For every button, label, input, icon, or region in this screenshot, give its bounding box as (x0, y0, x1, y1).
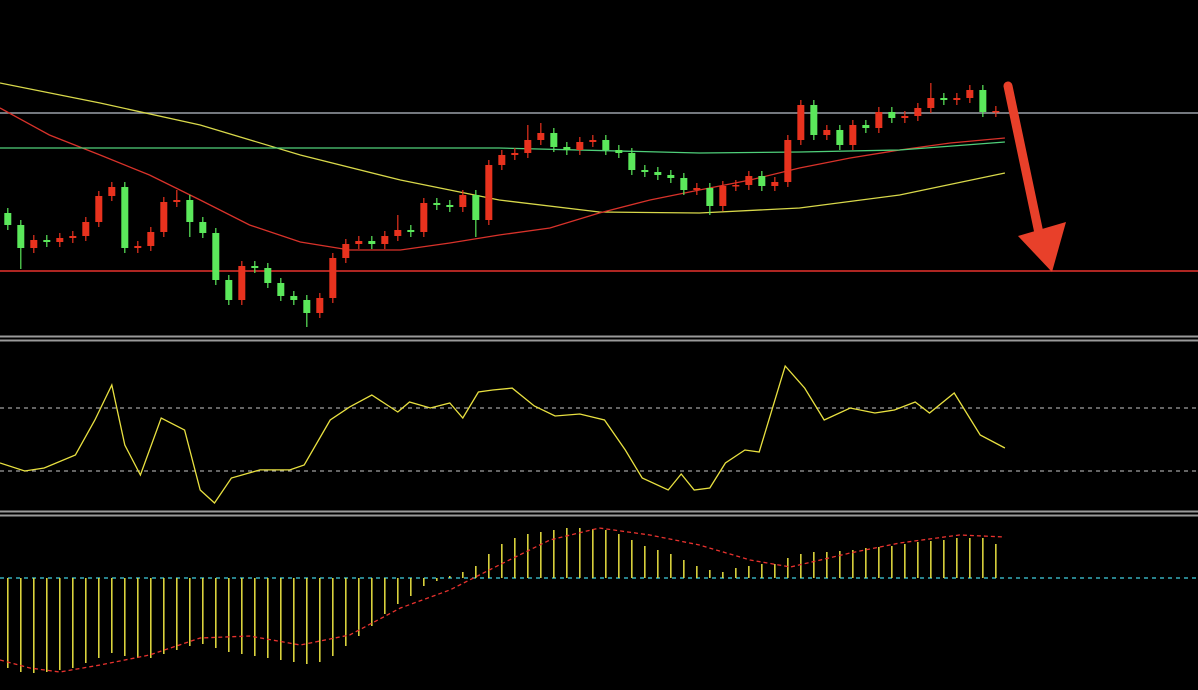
candle-body (498, 155, 506, 165)
candle-body (914, 108, 922, 116)
candle-body (355, 241, 363, 244)
candle-body (368, 241, 376, 244)
candle-body (17, 225, 25, 248)
candle-body (108, 187, 116, 196)
candle-body (485, 165, 493, 220)
candle-body (56, 238, 64, 242)
candle-body (446, 205, 454, 207)
candle-body (901, 116, 909, 118)
candle-body (173, 200, 181, 202)
candle-body (4, 213, 12, 225)
moving-average (0, 141, 1005, 154)
candle-body (160, 202, 168, 232)
candle-body (641, 170, 649, 172)
candle-body (225, 280, 233, 300)
candle-body (667, 175, 675, 178)
candle-body (927, 98, 935, 108)
candle-body (277, 283, 285, 296)
candle-body (524, 140, 532, 153)
candle-body (407, 230, 415, 232)
candle-body (628, 153, 636, 170)
oscillator-line (0, 364, 1006, 504)
arrow-shaft (1003, 81, 1045, 243)
candle-body (810, 105, 818, 135)
candle-body (589, 140, 597, 142)
candle-body (82, 222, 90, 236)
candle-body (511, 153, 519, 155)
candle-body (940, 98, 948, 100)
candle-body (238, 266, 246, 300)
candle-body (251, 266, 259, 268)
arrow-head (1018, 222, 1066, 272)
candle-body (121, 187, 129, 248)
candle-body (953, 98, 961, 100)
candle-body (849, 125, 857, 145)
candle-body (147, 232, 155, 246)
candle-body (43, 240, 51, 242)
candle-body (732, 185, 740, 187)
candle-body (745, 176, 753, 185)
candle-body (979, 90, 987, 112)
candle-body (823, 130, 831, 135)
candle-body (186, 200, 194, 222)
candle-body (199, 222, 207, 233)
candle-body (576, 142, 584, 150)
candle-body (134, 246, 142, 248)
candle-body (433, 203, 441, 205)
moving-average (0, 82, 1006, 214)
candle-body (758, 176, 766, 186)
candle-body (836, 130, 844, 145)
candle-body (30, 240, 38, 248)
signal-line (0, 527, 1005, 673)
candle-body (615, 150, 623, 153)
candle-body (888, 112, 896, 118)
candle-body (992, 111, 1000, 113)
candle-body (680, 178, 688, 190)
moving-average (0, 107, 1005, 251)
candle-body (394, 230, 402, 236)
candle-body (69, 236, 77, 238)
candle-body (693, 188, 701, 190)
candle-body (654, 172, 662, 175)
candle-body (303, 300, 311, 313)
candle-body (875, 112, 883, 128)
candle-body (797, 105, 805, 140)
candle-body (316, 298, 324, 313)
plot-layer (0, 82, 1198, 673)
candle-body (290, 296, 298, 300)
candle-body (459, 195, 467, 207)
candle-body (342, 244, 350, 258)
candle-body (719, 186, 727, 206)
candle-body (420, 203, 428, 232)
candle-body (550, 133, 558, 147)
annotation-arrow (1003, 81, 1066, 272)
candle-body (602, 140, 610, 150)
candle-body (381, 236, 389, 244)
candle-body (706, 188, 714, 206)
candle-body (329, 258, 337, 298)
candle-body (784, 140, 792, 182)
candle-body (264, 268, 272, 283)
candle-body (537, 133, 545, 140)
candle-body (966, 90, 974, 98)
candle-body (95, 196, 103, 222)
candle-body (771, 182, 779, 186)
candle-body (212, 233, 220, 280)
candle-body (472, 195, 480, 220)
candle-body (563, 147, 571, 150)
candle-body (862, 125, 870, 128)
